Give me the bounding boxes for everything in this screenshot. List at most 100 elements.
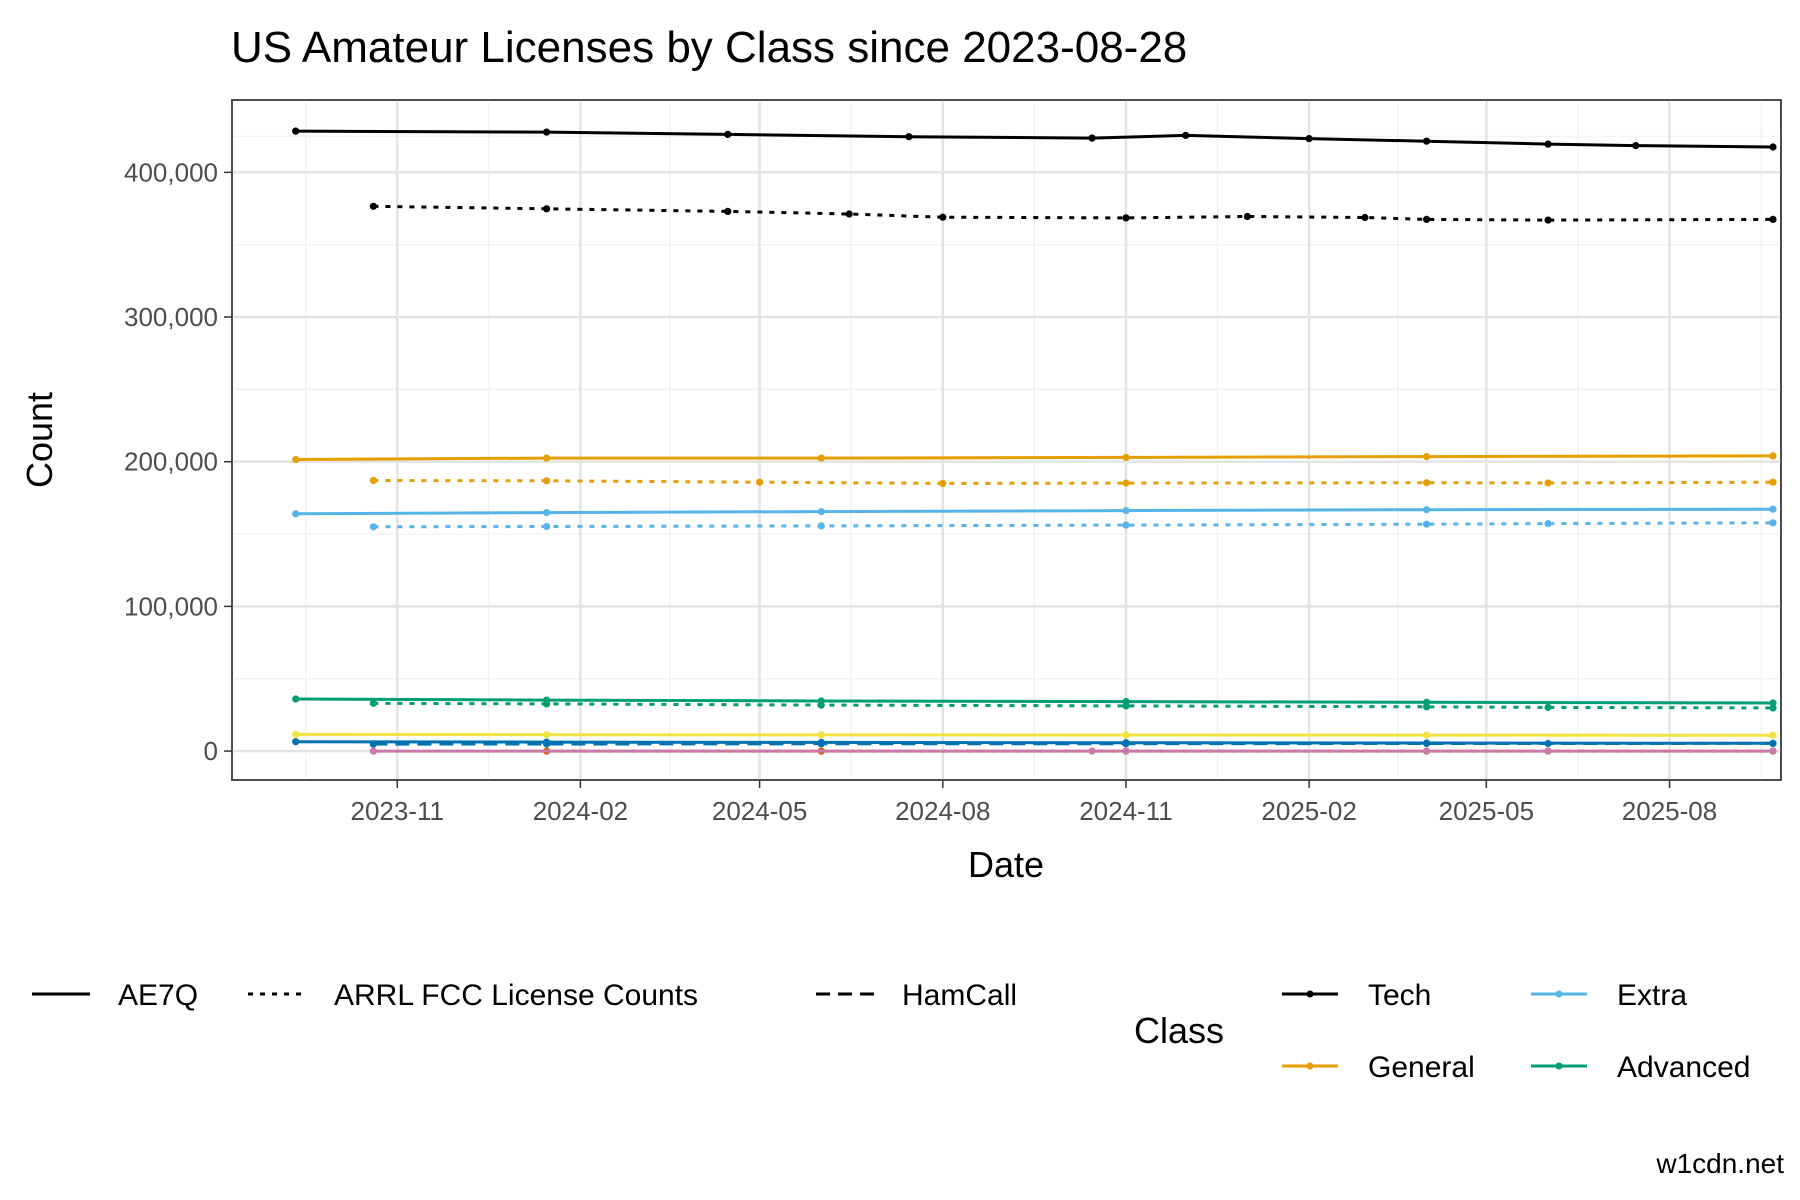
x-tick-label: 2025-02 — [1261, 796, 1356, 826]
y-tick-label: 0 — [204, 736, 218, 766]
series-advanced-point — [292, 695, 300, 703]
x-tick-label: 2024-05 — [712, 796, 807, 826]
series-tech-point — [845, 210, 853, 218]
y-tick-label: 200,000 — [124, 447, 218, 477]
series-extra-point — [1544, 520, 1552, 528]
series-extra-ae7q-line — [295, 507, 1774, 516]
series-unknown-point — [369, 740, 377, 748]
y-tick-label: 300,000 — [124, 302, 218, 332]
x-tick-label: 2025-05 — [1439, 796, 1534, 826]
series-advanced-point — [1423, 703, 1431, 711]
series-general-point — [292, 455, 300, 464]
series-tech-point — [543, 128, 551, 136]
series-extra-point — [1769, 519, 1777, 527]
x-tick-label: 2025-08 — [1622, 796, 1717, 826]
series-tech-point — [1243, 212, 1251, 221]
series-extra-point — [543, 522, 551, 531]
legend-advanced-dot — [1555, 1062, 1563, 1070]
series-tech-point — [1423, 215, 1431, 223]
series-general-point — [543, 454, 551, 462]
series-general-ae7q-line — [295, 454, 1774, 461]
series-extra-point — [817, 508, 825, 516]
series-advanced-point — [817, 701, 825, 709]
series-general-arrl-fcc-license-counts-line — [373, 479, 1774, 485]
legend-hamcall-label: HamCall — [902, 979, 1017, 1012]
series-unknown-point — [292, 738, 300, 746]
series-tech-point — [724, 207, 732, 215]
series-tech-point — [1769, 143, 1777, 151]
legend-general-label: General — [1368, 1051, 1475, 1084]
y-axis: 0 100,000 200,000 300,000 400,000 — [124, 157, 232, 766]
series-extra-point — [543, 508, 551, 517]
series-tech-point — [939, 213, 947, 221]
series-club-point — [1769, 747, 1777, 755]
series-novice-point — [1122, 731, 1130, 739]
series-general-point — [369, 476, 377, 485]
series-club-point — [1088, 747, 1096, 755]
series-extra-point — [369, 523, 377, 531]
series-general-point — [756, 478, 764, 486]
y-tick-label: 100,000 — [124, 591, 218, 621]
x-tick-label: 2024-02 — [533, 796, 628, 826]
series-tech-point — [1361, 213, 1369, 222]
series-advanced-point — [1769, 704, 1777, 712]
series-novice-point — [817, 731, 825, 739]
series-general-point — [1122, 453, 1130, 461]
series-tech-point — [1122, 214, 1130, 222]
series-general-point — [1122, 479, 1130, 487]
series-tech-point — [369, 202, 377, 210]
series-unknown-point — [1544, 739, 1552, 748]
series-unknown-point — [1423, 739, 1431, 748]
series-tech-point — [1769, 215, 1777, 223]
series-layer — [292, 127, 1777, 755]
series-general-point — [543, 477, 551, 485]
series-novice-point — [543, 731, 551, 739]
series-club-point — [369, 747, 377, 755]
series-general-point — [1423, 479, 1431, 487]
legend-tech-dot — [1306, 990, 1314, 998]
series-extra-point — [1122, 521, 1130, 529]
series-general-point — [939, 479, 947, 487]
series-novice-ae7q-line — [295, 732, 1774, 737]
legend-extra-label: Extra — [1617, 979, 1687, 1012]
plot-panel — [231, 99, 1782, 781]
series-general-point — [1544, 479, 1552, 487]
series-extra-point — [1769, 505, 1777, 513]
series-unknown-point — [817, 740, 825, 748]
series-extra-point — [292, 510, 300, 518]
series-advanced-ae7q-line — [295, 697, 1774, 705]
legend-ae7q-label: AE7Q — [118, 979, 198, 1012]
series-tech-point — [1423, 137, 1431, 145]
x-tick-label: 2024-11 — [1079, 796, 1173, 826]
legend-general-dot — [1306, 1062, 1314, 1070]
series-unknown-point — [1122, 740, 1130, 748]
legend-tech-label: Tech — [1368, 979, 1431, 1012]
series-tech-point — [724, 130, 732, 138]
plot-border — [231, 99, 1782, 781]
y-tick-label: 400,000 — [124, 157, 218, 187]
series-extra-point — [1423, 520, 1431, 528]
legend-class: Class Tech Extra General Advanced — [1134, 979, 1750, 1084]
series-general-point — [1769, 452, 1777, 460]
x-axis-title: Date — [968, 844, 1044, 885]
x-tick-label: 2024-08 — [895, 796, 990, 826]
legend-source: AE7Q ARRL FCC License Counts HamCall — [32, 979, 1017, 1012]
series-novice-point — [292, 730, 300, 739]
series-tech-point — [1544, 140, 1552, 148]
series-advanced-point — [1122, 702, 1130, 710]
x-axis: 2023-11 2024-02 2024-05 2024-08 2024-11 2025-… — [351, 780, 1717, 826]
legend-class-title: Class — [1134, 1010, 1224, 1051]
legend-extra-dot — [1555, 990, 1563, 998]
series-unknown-point — [1769, 739, 1777, 748]
series-tech-point — [1632, 142, 1640, 150]
series-tech-point — [1305, 135, 1313, 143]
series-tech-point — [905, 133, 913, 141]
series-advanced-point — [543, 700, 551, 708]
y-axis-title: Count — [19, 392, 60, 488]
series-tech-point — [292, 127, 300, 135]
legend-advanced-label: Advanced — [1617, 1051, 1750, 1084]
caption: w1cdn.net — [1655, 1148, 1784, 1179]
series-tech-point — [1088, 134, 1096, 142]
series-extra-point — [817, 522, 825, 530]
